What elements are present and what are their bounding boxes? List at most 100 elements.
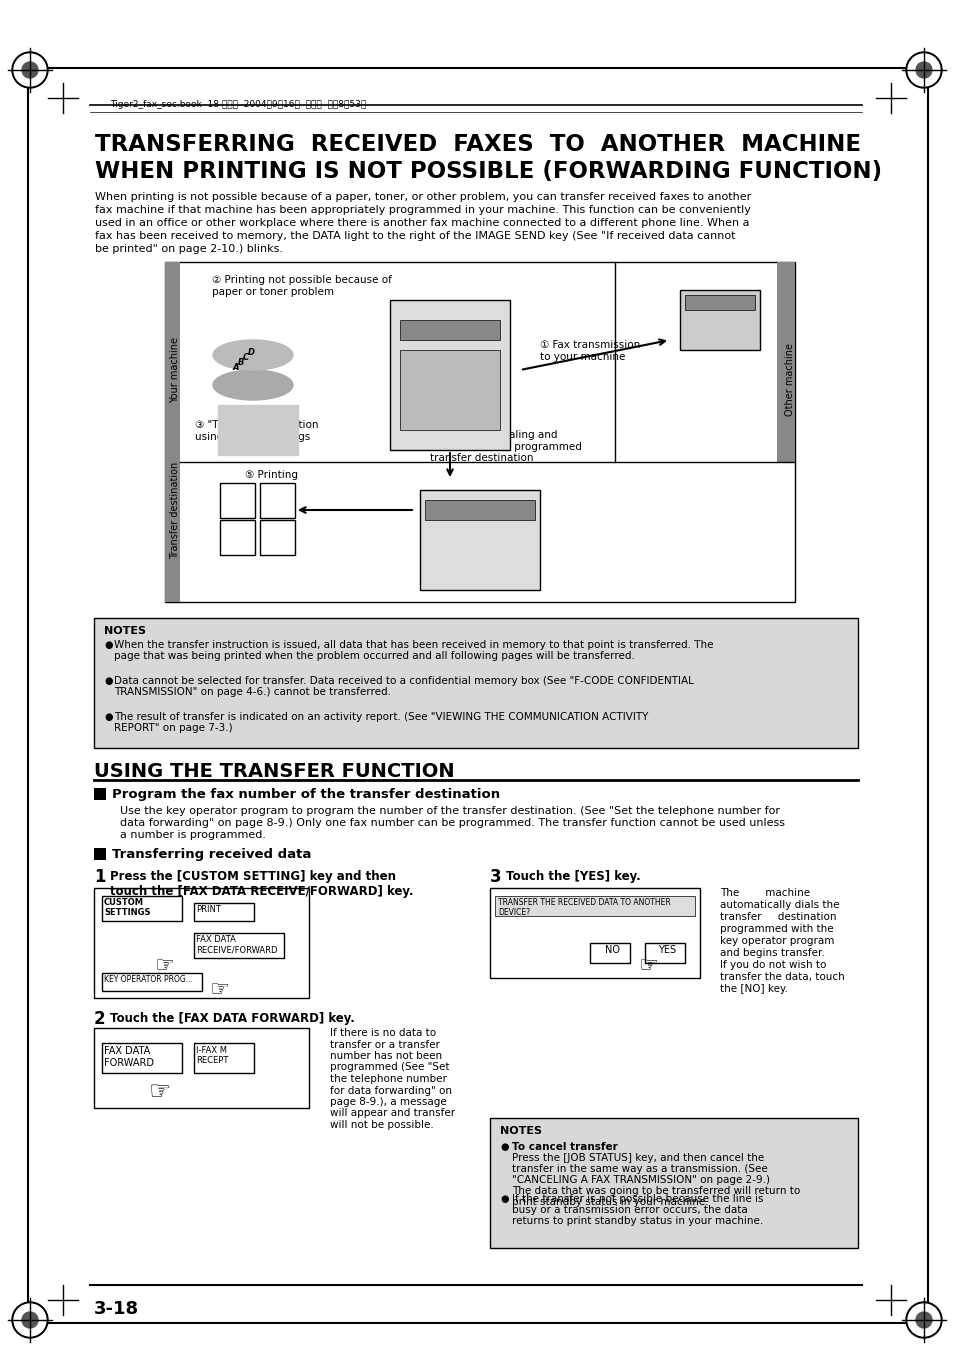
Text: FAX DATA
RECEIVE/FORWARD: FAX DATA RECEIVE/FORWARD xyxy=(195,935,277,954)
Text: Your machine: Your machine xyxy=(170,336,180,403)
Text: ② Printing not possible because of
paper or toner problem: ② Printing not possible because of paper… xyxy=(212,276,392,297)
Text: TRANSFER THE RECEIVED DATA TO ANOTHER
DEVICE?: TRANSFER THE RECEIVED DATA TO ANOTHER DE… xyxy=(497,898,670,917)
Ellipse shape xyxy=(213,370,293,400)
Circle shape xyxy=(22,62,38,78)
Circle shape xyxy=(14,1304,46,1336)
Text: will not be possible.: will not be possible. xyxy=(330,1120,434,1129)
Bar xyxy=(684,295,754,309)
Text: KEY OPERATOR PROG...: KEY OPERATOR PROG... xyxy=(104,975,193,984)
Text: programmed with the: programmed with the xyxy=(720,924,833,934)
Text: A: A xyxy=(233,363,239,372)
Circle shape xyxy=(915,1312,931,1328)
Bar xyxy=(218,405,297,455)
Circle shape xyxy=(12,1302,48,1337)
Bar xyxy=(94,1028,309,1108)
Text: ☞: ☞ xyxy=(153,957,173,975)
Circle shape xyxy=(915,62,931,78)
Circle shape xyxy=(905,51,941,88)
Text: transfer in the same way as a transmission. (See: transfer in the same way as a transmissi… xyxy=(512,1165,767,1174)
Text: A: A xyxy=(227,490,242,509)
Bar xyxy=(260,484,294,517)
Text: Use the key operator program to program the number of the transfer destination. : Use the key operator program to program … xyxy=(120,807,780,816)
Text: 3: 3 xyxy=(490,867,501,886)
Text: ④ Automatic dialing and
transmission to programmed
transfer destination: ④ Automatic dialing and transmission to … xyxy=(430,430,581,463)
Circle shape xyxy=(14,54,46,86)
Text: USING THE TRANSFER FUNCTION: USING THE TRANSFER FUNCTION xyxy=(94,762,455,781)
Circle shape xyxy=(12,51,48,88)
Circle shape xyxy=(907,1304,939,1336)
Text: B: B xyxy=(227,528,242,547)
Text: ●: ● xyxy=(499,1142,508,1152)
Text: ☞: ☞ xyxy=(149,1079,172,1104)
Text: page 8-9.), a message: page 8-9.), a message xyxy=(330,1097,446,1106)
Text: Press the [CUSTOM SETTING] key and then
touch the [FAX DATA RECEIVE/FORWARD] key: Press the [CUSTOM SETTING] key and then … xyxy=(110,870,413,898)
Text: ●: ● xyxy=(104,676,112,686)
Bar xyxy=(193,902,253,921)
Text: 2: 2 xyxy=(94,1011,106,1028)
Text: The        machine: The machine xyxy=(720,888,809,898)
Text: ③ "Transfer" instruction
using custom settings: ③ "Transfer" instruction using custom se… xyxy=(194,420,318,442)
Text: NO: NO xyxy=(604,944,619,955)
Bar xyxy=(776,262,794,462)
Bar xyxy=(94,888,309,998)
Text: for data forwarding" on: for data forwarding" on xyxy=(330,1085,452,1096)
Text: Program the fax number of the transfer destination: Program the fax number of the transfer d… xyxy=(112,788,499,801)
Text: used in an office or other workplace where there is another fax machine connecte: used in an office or other workplace whe… xyxy=(95,218,749,228)
Text: transfer the data, touch: transfer the data, touch xyxy=(720,971,843,982)
Bar xyxy=(193,1043,253,1073)
Text: If the transfer is not possible because the line is: If the transfer is not possible because … xyxy=(512,1194,762,1204)
Text: ☞: ☞ xyxy=(209,979,229,1000)
Text: programmed (See "Set: programmed (See "Set xyxy=(330,1062,449,1073)
Text: I-FAX M
RECEPT: I-FAX M RECEPT xyxy=(195,1046,228,1066)
Bar xyxy=(220,520,254,555)
Text: and begins transfer.: and begins transfer. xyxy=(720,948,824,958)
Text: "CANCELING A FAX TRANSMISSION" on page 2-9.): "CANCELING A FAX TRANSMISSION" on page 2… xyxy=(512,1175,769,1185)
Text: FAX DATA
FORWARD: FAX DATA FORWARD xyxy=(104,1046,153,1067)
Text: Touch the [YES] key.: Touch the [YES] key. xyxy=(505,870,640,884)
Bar xyxy=(679,290,760,350)
Text: Data cannot be selected for transfer. Data received to a confidential memory box: Data cannot be selected for transfer. Da… xyxy=(113,676,693,686)
Text: The result of transfer is indicated on an activity report. (See "VIEWING THE COM: The result of transfer is indicated on a… xyxy=(113,712,648,721)
Bar xyxy=(94,788,106,800)
Text: TRANSFERRING  RECEIVED  FAXES  TO  ANOTHER  MACHINE: TRANSFERRING RECEIVED FAXES TO ANOTHER M… xyxy=(95,132,861,155)
Circle shape xyxy=(905,1302,941,1337)
Text: ●: ● xyxy=(104,640,112,650)
Bar xyxy=(490,888,700,978)
Bar xyxy=(419,490,539,590)
Text: ☞: ☞ xyxy=(638,957,658,975)
Text: To cancel transfer: To cancel transfer xyxy=(512,1142,618,1152)
Bar xyxy=(102,896,182,921)
Bar xyxy=(390,300,510,450)
Text: 1: 1 xyxy=(94,867,106,886)
Text: When the transfer instruction is issued, all data that has been received in memo: When the transfer instruction is issued,… xyxy=(113,640,713,650)
Text: ⑤ Printing: ⑤ Printing xyxy=(245,470,297,480)
Text: Transfer destination: Transfer destination xyxy=(170,462,180,558)
Text: The data that was going to be transferred will return to: The data that was going to be transferre… xyxy=(512,1186,800,1196)
Bar xyxy=(495,896,695,916)
Bar xyxy=(94,617,857,748)
Text: the [NO] key.: the [NO] key. xyxy=(720,984,787,994)
Bar xyxy=(102,973,202,992)
Text: PRINT: PRINT xyxy=(195,905,221,915)
Text: be printed" on page 2-10.) blinks.: be printed" on page 2-10.) blinks. xyxy=(95,245,283,254)
Bar xyxy=(220,484,254,517)
Bar xyxy=(644,943,684,963)
Text: a number is programmed.: a number is programmed. xyxy=(120,830,266,840)
Text: C: C xyxy=(267,490,281,509)
Bar xyxy=(165,462,180,603)
Text: data forwarding" on page 8-9.) Only one fax number can be programmed. The transf: data forwarding" on page 8-9.) Only one … xyxy=(120,817,784,828)
Bar xyxy=(424,500,535,520)
Text: D: D xyxy=(248,349,254,357)
Text: number has not been: number has not been xyxy=(330,1051,441,1061)
Bar xyxy=(193,934,284,958)
Text: B: B xyxy=(237,358,244,367)
Text: transfer or a transfer: transfer or a transfer xyxy=(330,1039,439,1050)
Bar xyxy=(165,262,794,603)
Text: print standby status in your machine.: print standby status in your machine. xyxy=(512,1197,708,1206)
Text: REPORT" on page 7-3.): REPORT" on page 7-3.) xyxy=(113,723,233,734)
Text: Other machine: Other machine xyxy=(784,343,794,416)
Bar xyxy=(589,943,629,963)
Text: When printing is not possible because of a paper, toner, or other problem, you c: When printing is not possible because of… xyxy=(95,192,750,203)
Text: CUSTOM
SETTINGS: CUSTOM SETTINGS xyxy=(104,898,151,917)
Text: Transferring received data: Transferring received data xyxy=(112,848,311,861)
